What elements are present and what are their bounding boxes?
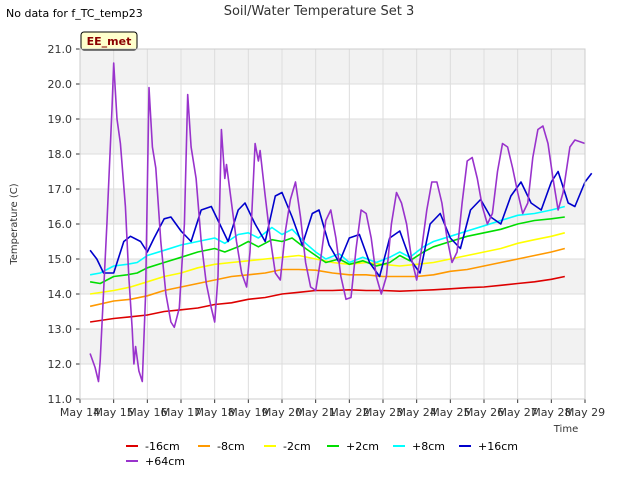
plot-band bbox=[80, 364, 585, 399]
x-tick-label: May 29 bbox=[565, 406, 605, 419]
legend-label: -8cm bbox=[217, 440, 245, 453]
y-tick-label: 11.0 bbox=[48, 393, 73, 406]
badge-label: EE_met bbox=[87, 35, 132, 48]
x-tick-label: May 23 bbox=[363, 406, 403, 419]
y-tick-label: 21.0 bbox=[48, 43, 73, 56]
plot-frame bbox=[79, 48, 586, 400]
y-tick-label: 20.0 bbox=[48, 78, 73, 91]
x-tick-label: May 28 bbox=[531, 406, 571, 419]
plot-band bbox=[80, 119, 585, 154]
legend-label: +2cm bbox=[346, 440, 379, 453]
x-tick-label: May 14 bbox=[60, 406, 100, 419]
legend-label: -2cm bbox=[283, 440, 311, 453]
legend-label: -16cm bbox=[145, 440, 180, 453]
x-tick-label: May 19 bbox=[228, 406, 268, 419]
x-tick-label: May 27 bbox=[498, 406, 538, 419]
plot-background bbox=[80, 49, 585, 399]
legend-label: +8cm bbox=[412, 440, 445, 453]
y-tick-label: 18.0 bbox=[48, 148, 73, 161]
y-tick-label: 16.0 bbox=[48, 218, 73, 231]
x-tick-label: May 15 bbox=[94, 406, 134, 419]
series-line bbox=[89, 232, 566, 295]
series-line bbox=[89, 216, 565, 285]
x-tick-label: May 26 bbox=[464, 406, 504, 419]
plot-band bbox=[80, 259, 585, 294]
series-line bbox=[89, 62, 586, 383]
y-tick-label: 14.0 bbox=[48, 288, 73, 301]
x-axis-label: Time bbox=[553, 424, 578, 435]
y-axis: 11.0 12.0 13.0 14.0 15.0 16.0 17.0 18.0 19.0 20.0… bbox=[48, 43, 80, 406]
x-tick-label: May 18 bbox=[195, 406, 235, 419]
x-tick-label: May 20 bbox=[262, 406, 302, 419]
series-lines bbox=[89, 62, 593, 383]
y-tick-label: 13.0 bbox=[48, 323, 73, 336]
y-tick-label: 19.0 bbox=[48, 113, 73, 126]
no-data-note: No data for f_TC_temp23 bbox=[6, 7, 143, 20]
x-tick-label: May 25 bbox=[430, 406, 470, 419]
y-tick-label: 17.0 bbox=[48, 183, 73, 196]
y-axis-label: Temperature (C) bbox=[9, 183, 20, 265]
legend-label: +64cm bbox=[145, 455, 185, 468]
series-line bbox=[89, 205, 566, 276]
x-tick-label: May 24 bbox=[397, 406, 437, 419]
plot-band bbox=[80, 84, 585, 119]
x-tick-label: May 21 bbox=[296, 406, 336, 419]
y-tick-label: 15.0 bbox=[48, 253, 73, 266]
series-line bbox=[89, 247, 566, 308]
plot-band bbox=[80, 154, 585, 189]
y-tick-label: 12.0 bbox=[48, 358, 73, 371]
badge-box bbox=[80, 31, 138, 51]
x-tick-label: May 16 bbox=[127, 406, 167, 419]
badge: EE_met bbox=[80, 31, 138, 51]
chart-title: Soil/Water Temperature Set 3 bbox=[224, 4, 415, 19]
series-line bbox=[89, 275, 565, 323]
x-tick-label: May 22 bbox=[329, 406, 369, 419]
plot-band bbox=[80, 294, 585, 329]
plot-band bbox=[80, 329, 585, 364]
plot-band bbox=[80, 49, 585, 84]
plot-band bbox=[80, 224, 585, 259]
legend: -16cm -8cm -2cm +2cm +8cm +16cm +64cm bbox=[126, 440, 518, 468]
legend-label: +16cm bbox=[478, 440, 518, 453]
series-line bbox=[89, 170, 593, 278]
x-tick-label: May 17 bbox=[161, 406, 201, 419]
